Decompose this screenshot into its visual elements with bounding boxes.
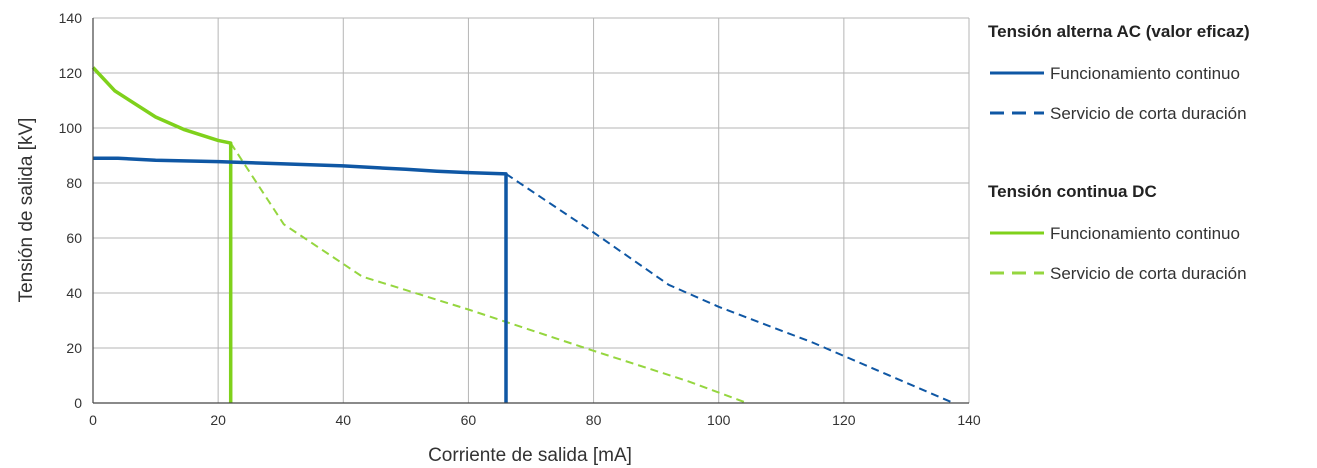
y-tick-label: 100 — [59, 120, 83, 136]
legend-label-ac-continuous: Funcionamiento continuo — [1050, 64, 1240, 83]
y-tick-label: 40 — [66, 285, 82, 301]
y-tick-label: 60 — [66, 230, 82, 246]
legend-title-ac: Tensión alterna AC (valor eficaz) — [988, 22, 1250, 41]
legend-label-dc-continuous: Funcionamiento continuo — [1050, 224, 1240, 243]
x-axis-label: Corriente de salida [mA] — [428, 445, 632, 466]
x-tick-label: 80 — [586, 412, 602, 428]
y-tick-label: 140 — [59, 10, 83, 26]
x-tick-label: 100 — [707, 412, 731, 428]
y-tick-label: 120 — [59, 65, 83, 81]
x-tick-label: 140 — [957, 412, 981, 428]
x-tick-label: 0 — [89, 412, 97, 428]
series-line-ac-cont — [93, 156, 508, 403]
grid — [92, 17, 970, 404]
x-tick-label: 20 — [210, 412, 226, 428]
series-layer — [91, 66, 954, 404]
series-line-dc-short — [229, 142, 748, 404]
series-line-dc-cont — [91, 66, 233, 403]
series-line-ac-short — [505, 173, 954, 404]
tick-labels: 0 20 40 60 80 100 120 140 0 20 40 60 80 100 120 140 — [59, 10, 981, 428]
x-tick-label: 60 — [461, 412, 477, 428]
x-tick-label: 40 — [335, 412, 351, 428]
y-tick-label: 0 — [74, 395, 82, 411]
y-axis-label: Tensión de salida [kV] — [16, 118, 37, 303]
legend-label-ac-short: Servicio de corta duración — [1050, 104, 1247, 123]
legend: Tensión alterna AC (valor eficaz) Funcio… — [988, 22, 1250, 283]
legend-title-dc: Tensión continua DC — [988, 182, 1157, 201]
axes — [92, 18, 969, 404]
y-tick-label: 20 — [66, 340, 82, 356]
y-tick-label: 80 — [66, 175, 82, 191]
legend-label-dc-short: Servicio de corta duración — [1050, 264, 1247, 283]
x-tick-label: 120 — [832, 412, 856, 428]
